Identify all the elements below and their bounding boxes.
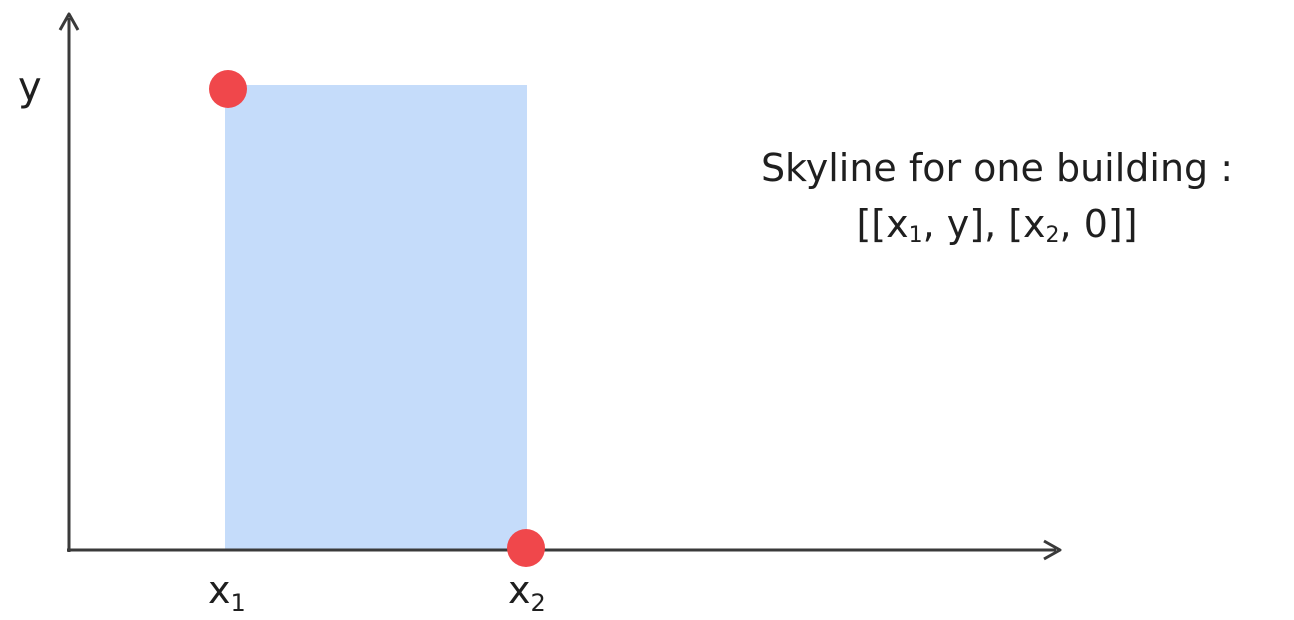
x1-label: x1 <box>208 568 246 617</box>
y-axis-label: y <box>18 64 42 110</box>
building-rectangle <box>225 85 527 550</box>
x2-label: x2 <box>508 568 546 617</box>
bottom-right-point <box>507 529 545 567</box>
x-axis-arrowhead <box>1043 539 1062 561</box>
skyline-caption: Skyline for one building : [[x1, y], [x2… <box>700 140 1294 252</box>
y-axis-arrowhead <box>58 12 80 31</box>
top-left-point <box>209 70 247 108</box>
caption-line-1: Skyline for one building : <box>760 146 1234 190</box>
caption-line-2: [[x1, y], [x2, 0]] <box>856 202 1138 248</box>
